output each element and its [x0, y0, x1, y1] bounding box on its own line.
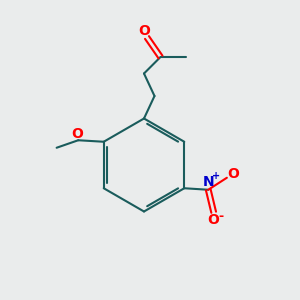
Text: O: O: [138, 24, 150, 38]
Text: O: O: [71, 127, 83, 141]
Text: +: +: [212, 171, 220, 181]
Text: -: -: [219, 210, 224, 223]
Text: O: O: [208, 213, 220, 227]
Text: O: O: [227, 167, 239, 181]
Text: N: N: [202, 175, 214, 189]
